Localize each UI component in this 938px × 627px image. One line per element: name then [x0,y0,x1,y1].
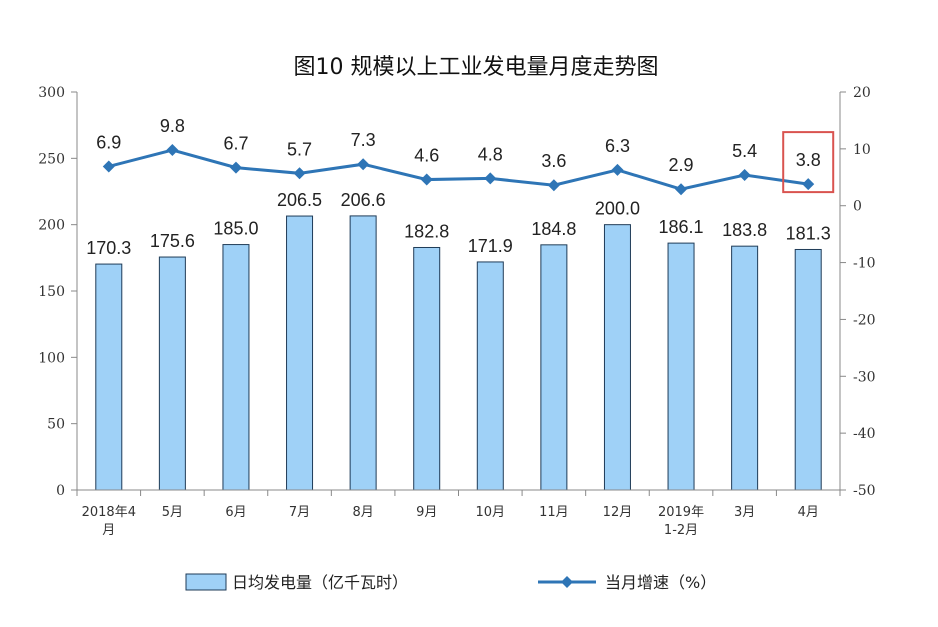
bar-value-label: 182.8 [404,221,449,241]
bar-value-label: 181.3 [786,223,831,243]
left-axis-tick-label: 0 [56,483,65,499]
line-value-label: 6.3 [605,136,630,156]
line-marker [802,178,815,191]
bar-value-label: 171.9 [468,236,513,256]
line-marker [611,163,624,176]
bar [158,256,186,491]
line-value-label: 7.3 [351,130,376,150]
line-value-label: 9.8 [160,116,185,136]
right-axis-tick-label: -20 [853,312,876,328]
right-axis-tick-label: -10 [853,256,876,272]
x-axis: 2018年4 月 5月 6月 7月 8月 9月 10月 11月 12月 2019年 1-2月 3月 4月 [76,489,841,538]
bar [667,242,695,491]
line-marker [102,160,115,173]
bar-value-label: 206.6 [341,190,386,210]
right-axis-tick-label: 0 [853,199,862,215]
line-marker [293,167,306,180]
left-axis-tick-label: 300 [38,85,65,101]
left-axis-tick-label: 150 [38,284,65,300]
right-axis-tick-label: 10 [853,142,871,158]
bar-value-label: 185.0 [213,219,258,239]
line-labels: 6.9 9.8 6.7 5.7 7.3 4.6 4.8 3.6 6.3 2.9 5.4 3.8 [96,116,820,175]
right-axis-tick-label: -40 [853,426,876,442]
x-axis-category-label: 9月 [416,505,437,520]
x-axis-category-label: 7月 [289,505,310,520]
bar-labels: 170.3 175.6 185.0 206.5 206.6 182.8 171.9 184.8… [86,190,830,258]
line-marker [738,169,751,182]
bar-series [95,215,822,491]
x-axis-category-label: 3月 [734,505,755,520]
line-value-label: 4.6 [414,146,439,166]
left-axis-tick-label: 100 [38,350,65,366]
bar [349,215,377,491]
bar [95,263,123,491]
line-marker [420,173,433,186]
line-value-label: 6.9 [96,132,121,152]
x-axis-category-label: 11月 [539,505,569,520]
x-axis-category-label: 月 [102,523,115,538]
line-value-label: 6.7 [223,134,248,154]
line-value-label: 5.4 [732,141,757,161]
line-marker [166,143,179,156]
bar [540,244,568,491]
bar-value-label: 206.5 [277,190,322,210]
bar-value-label: 170.3 [86,238,131,258]
left-axis-tick-label: 250 [38,151,65,167]
left-axis-tick-label: 50 [47,417,65,433]
line-marker [484,172,497,185]
right-axis: -50 -40 -30 -20 -10 0 10 20 [839,85,876,499]
line-value-label: 3.6 [541,151,566,171]
legend-bar-swatch [185,573,227,591]
right-axis-tick-label: -50 [853,483,876,499]
line-value-label: 3.8 [796,150,821,170]
bar [476,261,504,491]
legend-line-marker [561,576,573,588]
highlight-rect [782,131,835,194]
line-value-label: 2.9 [669,155,694,175]
x-axis-category-label: 5月 [162,505,183,520]
legend: 日均发电量（亿千瓦时） 当月增速（%） [185,573,716,592]
highlight-box [782,131,835,194]
bar [413,246,441,491]
line-path [108,148,809,191]
bar-value-label: 186.1 [659,217,704,237]
bar-value-label: 184.8 [531,219,576,239]
left-axis: 0 50 100 150 200 250 300 [38,85,78,499]
line-marker [547,179,560,192]
bar-value-label: 175.6 [150,231,195,251]
bar [222,244,250,491]
chart-title: 图10 规模以上工业发电量月度走势图 [294,55,659,80]
right-axis-tick-label: -30 [853,369,876,385]
bar [731,245,759,491]
left-axis-tick-label: 200 [38,218,65,234]
bar-value-label: 200.0 [595,199,640,219]
x-axis-category-label: 12月 [603,505,633,520]
bar [603,224,631,491]
legend-line-label: 当月增速（%） [605,573,716,592]
x-axis-category-label: 8月 [352,505,373,520]
x-axis-category-label: 1-2月 [664,523,698,538]
bar [794,248,822,491]
bar [286,215,314,491]
line-marker [229,161,242,174]
x-axis-category-label: 10月 [476,505,506,520]
right-axis-tick-label: 20 [853,85,871,101]
line-series [102,143,815,196]
bar-value-label: 183.8 [722,220,767,240]
line-value-label: 4.8 [478,144,503,164]
x-axis-category-label: 6月 [225,505,246,520]
line-value-label: 5.7 [287,139,312,159]
x-axis-category-label: 2018年4 [82,505,136,520]
legend-bar-label: 日均发电量（亿千瓦时） [232,573,408,592]
line-marker [357,158,370,171]
x-axis-category-label: 4月 [798,505,819,520]
x-axis-category-label: 2019年 [658,505,704,520]
line-marker [675,183,688,196]
